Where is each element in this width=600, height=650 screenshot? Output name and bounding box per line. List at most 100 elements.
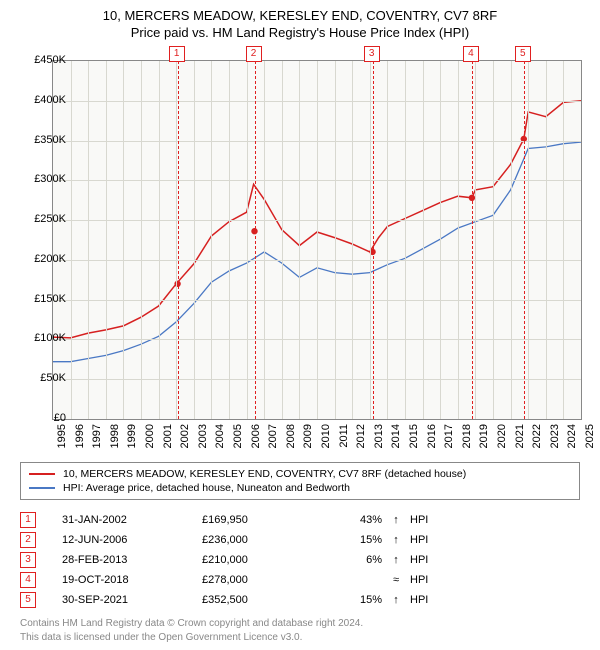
sales-num-box: 2	[20, 532, 36, 548]
gridline-vertical	[299, 61, 300, 419]
sales-arrow-icon: ↑	[382, 594, 410, 606]
y-tick-label: £450K	[34, 54, 66, 66]
sales-date: 12-JUN-2006	[62, 534, 202, 546]
gridline-vertical	[352, 61, 353, 419]
sales-pct: 43%	[322, 514, 382, 526]
x-tick-label: 1997	[91, 424, 103, 448]
gridline-vertical	[194, 61, 195, 419]
x-tick-label: 2000	[144, 424, 156, 448]
x-tick-label: 2021	[514, 424, 526, 448]
sales-date: 19-OCT-2018	[62, 574, 202, 586]
sale-marker-box: 1	[169, 46, 185, 62]
legend-label: 10, MERCERS MEADOW, KERESLEY END, COVENT…	[63, 468, 466, 480]
x-tick-label: 2003	[197, 424, 209, 448]
chart-plot-area	[52, 60, 582, 420]
x-tick-label: 1998	[109, 424, 121, 448]
x-tick-label: 2006	[250, 424, 262, 448]
sales-price: £352,500	[202, 594, 322, 606]
y-tick-label: £350K	[34, 134, 66, 146]
x-tick-label: 2004	[214, 424, 226, 448]
sales-row: 419-OCT-2018£278,000≈HPI	[20, 570, 580, 590]
gridline-vertical	[71, 61, 72, 419]
sale-marker-box: 5	[515, 46, 531, 62]
y-tick-label: £250K	[34, 213, 66, 225]
x-tick-label: 2001	[162, 424, 174, 448]
x-tick-label: 1999	[126, 424, 138, 448]
x-tick-label: 2005	[232, 424, 244, 448]
gridline-vertical	[264, 61, 265, 419]
gridline-vertical	[405, 61, 406, 419]
x-tick-label: 2023	[549, 424, 561, 448]
gridline-vertical	[88, 61, 89, 419]
x-tick-label: 2009	[302, 424, 314, 448]
gridline-vertical	[317, 61, 318, 419]
legend-row: HPI: Average price, detached house, Nune…	[29, 481, 571, 495]
gridline-vertical	[458, 61, 459, 419]
gridline-vertical	[493, 61, 494, 419]
sales-arrow-icon: ↑	[382, 514, 410, 526]
sales-row: 212-JUN-2006£236,00015%↑HPI	[20, 530, 580, 550]
x-tick-label: 2002	[179, 424, 191, 448]
sales-hpi-label: HPI	[410, 594, 446, 606]
sales-hpi-label: HPI	[410, 534, 446, 546]
sale-marker-line	[255, 61, 256, 419]
x-tick-label: 2015	[408, 424, 420, 448]
sales-arrow-icon: ↑	[382, 554, 410, 566]
sales-date: 28-FEB-2013	[62, 554, 202, 566]
sales-row: 131-JAN-2002£169,95043%↑HPI	[20, 510, 580, 530]
gridline-vertical	[528, 61, 529, 419]
legend-block: 10, MERCERS MEADOW, KERESLEY END, COVENT…	[20, 462, 580, 610]
sale-marker-box: 4	[463, 46, 479, 62]
sale-marker-line	[524, 61, 525, 419]
gridline-vertical	[440, 61, 441, 419]
sales-price: £278,000	[202, 574, 322, 586]
sales-table: 131-JAN-2002£169,95043%↑HPI212-JUN-2006£…	[20, 510, 580, 610]
sales-num-box: 3	[20, 552, 36, 568]
sale-marker-line	[178, 61, 179, 419]
sales-price: £169,950	[202, 514, 322, 526]
x-tick-label: 2024	[566, 424, 578, 448]
gridline-vertical	[546, 61, 547, 419]
gridline-vertical	[511, 61, 512, 419]
y-tick-label: £400K	[34, 94, 66, 106]
x-tick-label: 2012	[355, 424, 367, 448]
sales-hpi-label: HPI	[410, 574, 446, 586]
y-tick-label: £50K	[40, 372, 66, 384]
gridline-vertical	[423, 61, 424, 419]
x-tick-label: 2025	[584, 424, 596, 448]
x-tick-label: 2014	[390, 424, 402, 448]
gridline-vertical	[159, 61, 160, 419]
gridline-vertical	[475, 61, 476, 419]
x-tick-label: 2010	[320, 424, 332, 448]
sales-row: 530-SEP-2021£352,50015%↑HPI	[20, 590, 580, 610]
sales-arrow-icon: ↑	[382, 534, 410, 546]
x-tick-label: 1996	[74, 424, 86, 448]
sale-marker-box: 2	[246, 46, 262, 62]
y-tick-label: £300K	[34, 173, 66, 185]
sales-num-box: 5	[20, 592, 36, 608]
sales-pct: 15%	[322, 534, 382, 546]
gridline-vertical	[229, 61, 230, 419]
x-tick-label: 2011	[338, 424, 350, 448]
legend-swatch	[29, 487, 55, 489]
sales-date: 30-SEP-2021	[62, 594, 202, 606]
legend-label: HPI: Average price, detached house, Nune…	[63, 482, 350, 494]
x-tick-label: 2018	[461, 424, 473, 448]
sale-marker-line	[373, 61, 374, 419]
y-tick-label: £200K	[34, 253, 66, 265]
legend-row: 10, MERCERS MEADOW, KERESLEY END, COVENT…	[29, 467, 571, 481]
footer: Contains HM Land Registry data © Crown c…	[20, 617, 363, 644]
sales-hpi-label: HPI	[410, 554, 446, 566]
x-tick-label: 2007	[267, 424, 279, 448]
legend-swatch	[29, 473, 55, 475]
x-tick-label: 2016	[426, 424, 438, 448]
x-tick-label: 1995	[56, 424, 68, 448]
legend-box: 10, MERCERS MEADOW, KERESLEY END, COVENT…	[20, 462, 580, 500]
x-tick-label: 2020	[496, 424, 508, 448]
x-tick-label: 2008	[285, 424, 297, 448]
gridline-vertical	[141, 61, 142, 419]
sales-price: £210,000	[202, 554, 322, 566]
chart-container: 10, MERCERS MEADOW, KERESLEY END, COVENT…	[0, 0, 600, 650]
sale-marker-line	[472, 61, 473, 419]
gridline-vertical	[387, 61, 388, 419]
